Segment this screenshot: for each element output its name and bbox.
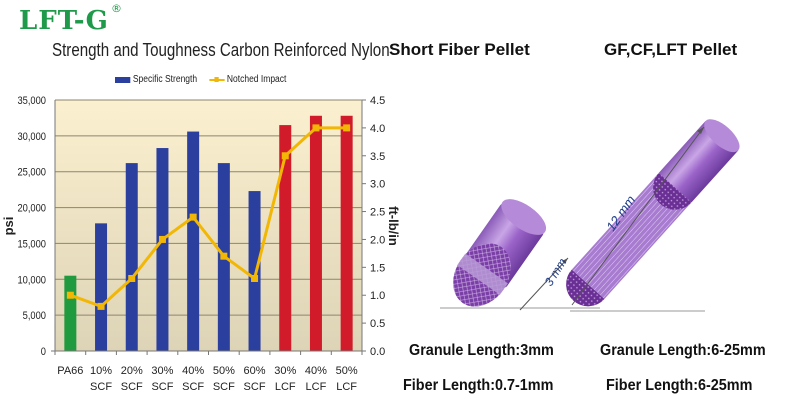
x-tick-label: 60% bbox=[244, 365, 266, 377]
x-tick-label: PA66 bbox=[57, 365, 83, 377]
long-dimension-arrow bbox=[571, 126, 705, 306]
y2-tick-label: 0.0 bbox=[370, 346, 385, 358]
brand-logo: LFT-G bbox=[19, 6, 109, 36]
impact-line bbox=[69, 126, 347, 308]
legend-label-impact: Notched Impact bbox=[226, 74, 287, 85]
data-point-marker bbox=[343, 124, 351, 132]
y2-tick-label: 3.0 bbox=[370, 179, 385, 191]
data-point-marker bbox=[128, 274, 136, 282]
short-fiber-title: Short Fiber Pellet bbox=[389, 40, 530, 59]
pellet-illustrations: 3 mm 12 mm bbox=[440, 119, 740, 312]
y2-tick-label: 0.5 bbox=[370, 318, 385, 330]
x-tick-label: 40% bbox=[182, 365, 204, 377]
data-point-marker bbox=[158, 235, 166, 243]
data-point-marker bbox=[220, 252, 228, 260]
y2-tick-label: 4.5 bbox=[370, 95, 385, 107]
y2-tick-label: 1.0 bbox=[370, 290, 385, 302]
y-tick-label: 0 bbox=[41, 346, 46, 358]
bar bbox=[95, 223, 108, 351]
data-point-marker bbox=[312, 124, 320, 132]
y2-tick-label: 2.0 bbox=[370, 234, 385, 246]
x-tick-label: 30% bbox=[274, 365, 296, 377]
chart-plot: 0 5,000 10,000 15,000 20,000 25,000 30,000 35,0… bbox=[1, 95, 400, 393]
short-granule-length: Granule Length:3mm bbox=[409, 342, 554, 359]
category-labels: PA66 10% SCF 20% SCF 30% SCF 40% SCF 50% SCF 60% SCF… bbox=[57, 365, 358, 393]
x-tick-label: LCF bbox=[336, 381, 357, 393]
y2-tick-label: 2.5 bbox=[370, 207, 385, 219]
short-dimension-arrow bbox=[519, 257, 569, 311]
x-tick-label: 30% bbox=[151, 365, 173, 377]
bar bbox=[248, 191, 261, 351]
x-tick-label: 40% bbox=[305, 365, 327, 377]
chart-title: Strength and Toughness Carbon Reinforced… bbox=[52, 40, 390, 60]
x-tick-label: SCF bbox=[213, 381, 235, 393]
long-granule-length: Granule Length:6-25mm bbox=[600, 342, 766, 359]
y-tick-label: 35,000 bbox=[17, 95, 46, 107]
data-point-marker bbox=[189, 213, 197, 221]
short-fiber-length: Fiber Length:0.7-1mm bbox=[403, 377, 554, 394]
bar bbox=[156, 148, 169, 351]
bar bbox=[64, 275, 77, 351]
short-fiber-pellet-icon bbox=[440, 199, 600, 309]
y2-tick-label: 4.0 bbox=[370, 123, 385, 135]
bar bbox=[125, 163, 138, 351]
y2-tick-label: 1.5 bbox=[370, 262, 385, 274]
legend-bar-swatch bbox=[115, 76, 131, 83]
y-tick-label: 25,000 bbox=[17, 167, 46, 179]
x-tick-label: SCF bbox=[90, 381, 112, 393]
bar bbox=[187, 131, 200, 351]
x-tick-label: LCF bbox=[275, 381, 296, 393]
x-tick-label: SCF bbox=[151, 381, 173, 393]
data-point-marker bbox=[66, 291, 74, 299]
y-tick-label: 5,000 bbox=[23, 311, 47, 323]
axes bbox=[51, 100, 363, 355]
legend-label-strength: Specific Strength bbox=[132, 74, 198, 85]
y2-tick-label: 3.5 bbox=[370, 151, 385, 163]
x-tick-label: 10% bbox=[90, 365, 112, 377]
bar bbox=[279, 125, 292, 351]
x-tick-label: SCF bbox=[121, 381, 143, 393]
short-dimension-label: 3 mm bbox=[542, 256, 570, 289]
registered-mark: ® bbox=[111, 2, 122, 15]
long-fiber-length: Fiber Length:6-25mm bbox=[606, 377, 753, 394]
line-series bbox=[66, 124, 351, 310]
x-tick-label: 50% bbox=[213, 365, 235, 377]
bar bbox=[340, 115, 353, 351]
legend-line-swatch bbox=[209, 76, 225, 82]
long-fiber-title: GF,CF,LFT Pellet bbox=[604, 40, 738, 59]
y-tick-label: 30,000 bbox=[17, 131, 46, 143]
right-axis-ticks: 0.0 0.5 1.0 1.5 2.0 2.5 3.0 3.5 4.0 4.5 bbox=[362, 95, 385, 358]
chart-legend: Specific Strength Notched Impact bbox=[115, 74, 286, 85]
x-tick-label: 20% bbox=[121, 365, 143, 377]
left-axis-label: psi bbox=[1, 217, 16, 236]
y-tick-label: 15,000 bbox=[17, 239, 46, 251]
x-tick-label: 50% bbox=[336, 365, 358, 377]
data-point-marker bbox=[97, 302, 105, 310]
right-axis-label: ft-lb/in bbox=[386, 206, 400, 246]
data-point-marker bbox=[281, 152, 289, 160]
x-tick-label: LCF bbox=[306, 381, 327, 393]
long-fiber-pellet-icon bbox=[566, 119, 740, 312]
bar bbox=[309, 115, 322, 351]
left-axis-ticks: 0 5,000 10,000 15,000 20,000 25,000 30,000 35,0… bbox=[17, 95, 46, 358]
y-tick-label: 10,000 bbox=[17, 275, 46, 287]
y-tick-label: 20,000 bbox=[17, 203, 46, 215]
x-tick-label: SCF bbox=[244, 381, 266, 393]
data-point-marker bbox=[251, 274, 259, 282]
x-tick-label: SCF bbox=[182, 381, 204, 393]
